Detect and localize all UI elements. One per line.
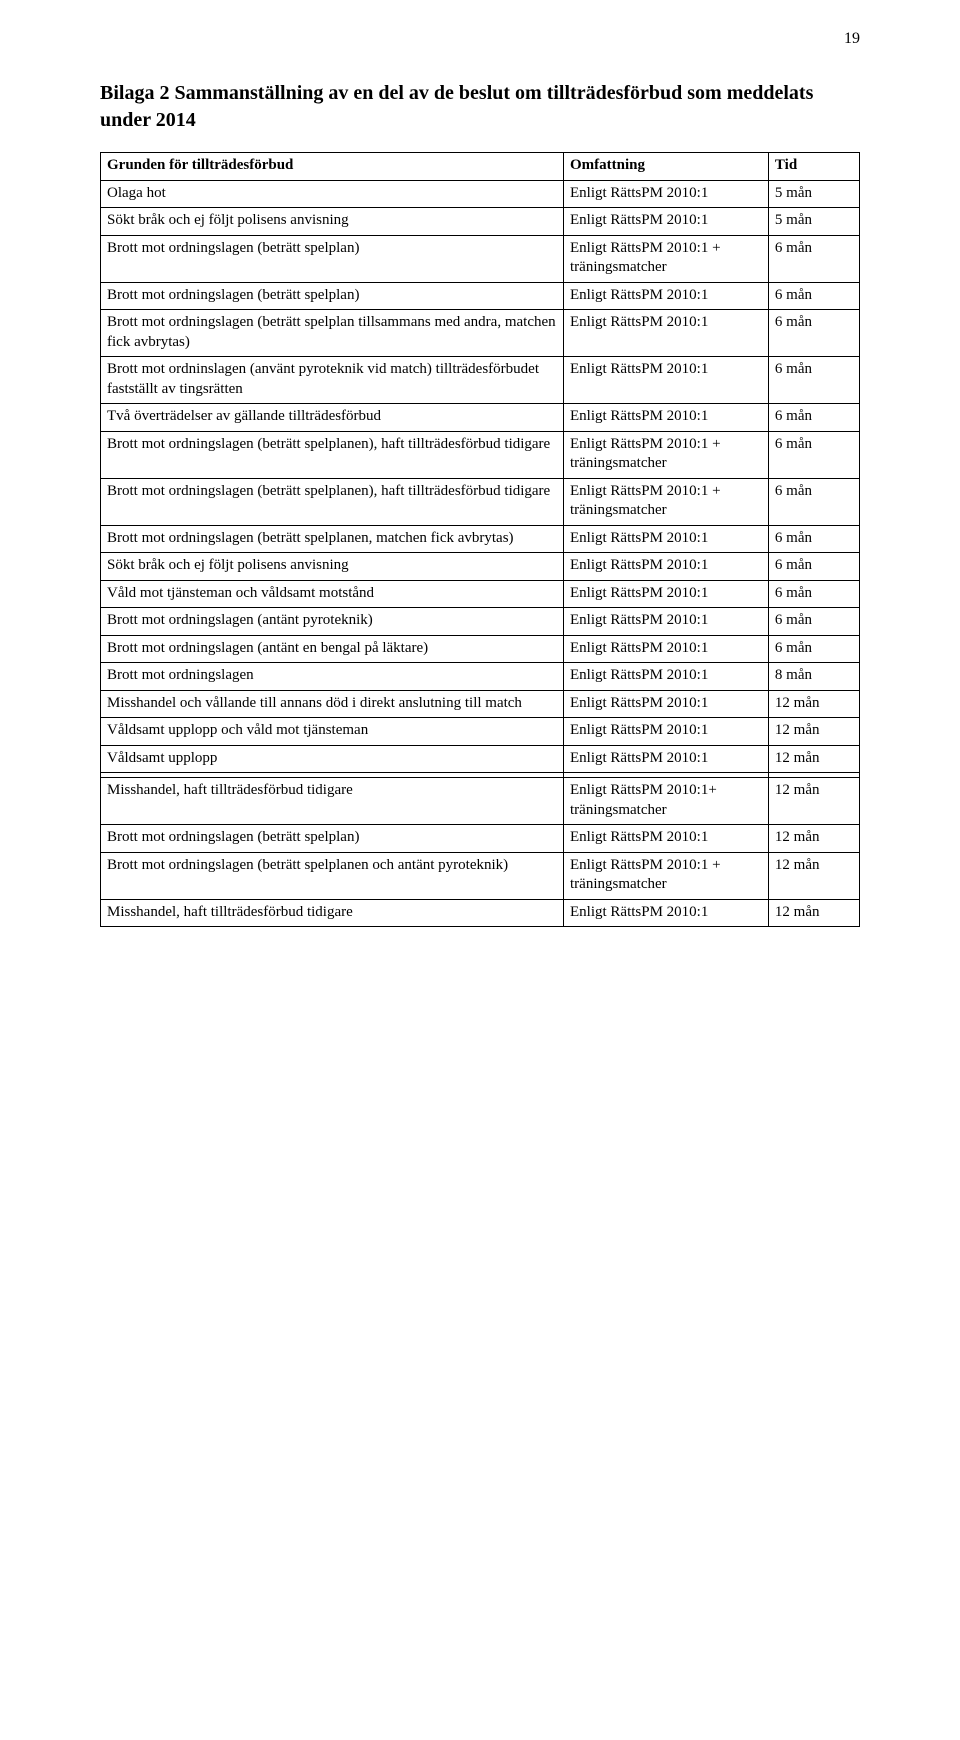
table-cell: 6 mån [768,525,859,553]
table-body-1: Olaga hotEnligt RättsPM 2010:15 månSökt … [101,180,860,773]
table-row: Två överträdelser av gällande tillträdes… [101,404,860,432]
table-cell: 6 mån [768,431,859,478]
table-cell: Sökt bråk och ej följt polisens anvisnin… [101,208,564,236]
table-cell: Våld mot tjänsteman och våldsamt motstån… [101,580,564,608]
table-cell: 6 mån [768,608,859,636]
table-cell: 8 mån [768,663,859,691]
table-cell: 6 mån [768,357,859,404]
col-tid: Tid [768,153,859,181]
table-row: Brott mot ordningslagen (beträtt spelpla… [101,852,860,899]
table-cell: Brott mot ordningslagen (beträtt spelpla… [101,282,564,310]
table-cell: Enligt RättsPM 2010:1 [564,282,769,310]
table-cell: Enligt RättsPM 2010:1 [564,608,769,636]
table-cell: Våldsamt upplopp [101,745,564,773]
table-row: Sökt bråk och ej följt polisens anvisnin… [101,208,860,236]
table-row: Brott mot ordningslagen (beträtt spelpla… [101,825,860,853]
page: 19 Bilaga 2 Sammanställning av en del av… [0,0,960,987]
table-row: Brott mot ordningslagen (beträtt spelpla… [101,431,860,478]
table-cell: Brott mot ordningslagen (beträtt spelpla… [101,310,564,357]
table-row: Brott mot ordningslagen (beträtt spelpla… [101,525,860,553]
table-row: Brott mot ordningslagen (beträtt spelpla… [101,310,860,357]
col-grunden: Grunden för tillträdesförbud [101,153,564,181]
table-row: Brott mot ordningslagen (antänt pyrotekn… [101,608,860,636]
table-cell: Enligt RättsPM 2010:1 + träningsmatcher [564,235,769,282]
table-cell: Olaga hot [101,180,564,208]
table-cell: Brott mot ordningslagen (beträtt spelpla… [101,852,564,899]
table-cell: 12 mån [768,778,859,825]
table-cell: 6 mån [768,310,859,357]
table-cell: Enligt RättsPM 2010:1 + träningsmatcher [564,852,769,899]
table-cell: Brott mot ordningslagen [101,663,564,691]
table-cell: 6 mån [768,235,859,282]
table-cell: Enligt RättsPM 2010:1 [564,525,769,553]
table-cell: Våldsamt upplopp och våld mot tjänsteman [101,718,564,746]
table-cell: Enligt RättsPM 2010:1 [564,825,769,853]
table-cell: Enligt RättsPM 2010:1 + träningsmatcher [564,478,769,525]
table-cell: 12 mån [768,825,859,853]
page-number: 19 [844,30,860,48]
table-cell: Misshandel, haft tillträdesförbud tidiga… [101,778,564,825]
table-cell: Enligt RättsPM 2010:1 [564,718,769,746]
table-cell: 6 mån [768,282,859,310]
table-cell: Enligt RättsPM 2010:1 [564,663,769,691]
table-cell: 6 mån [768,635,859,663]
table-cell: 12 mån [768,718,859,746]
table-row: Brott mot ordningslagenEnligt RättsPM 20… [101,663,860,691]
table-cell: Sökt bråk och ej följt polisens anvisnin… [101,553,564,581]
table-cell: Brott mot ordningslagen (beträtt spelpla… [101,235,564,282]
table-cell: Enligt RättsPM 2010:1 [564,357,769,404]
page-title: Bilaga 2 Sammanställning av en del av de… [100,80,860,134]
table-cell: 6 mån [768,580,859,608]
table-cell: 12 mån [768,852,859,899]
table-cell: Enligt RättsPM 2010:1 + träningsmatcher [564,431,769,478]
table-row: Misshandel och vållande till annans död … [101,690,860,718]
table-cell: 6 mån [768,553,859,581]
table-cell: Enligt RättsPM 2010:1 [564,310,769,357]
decisions-table: Grunden för tillträdesförbud Omfattning … [100,152,860,927]
table-row: Brott mot ordningslagen (beträtt spelpla… [101,478,860,525]
table-row: Våldsamt upploppEnligt RättsPM 2010:112 … [101,745,860,773]
table-row: Våldsamt upplopp och våld mot tjänsteman… [101,718,860,746]
table-row: Misshandel, haft tillträdesförbud tidiga… [101,899,860,927]
table-row: Sökt bråk och ej följt polisens anvisnin… [101,553,860,581]
table-cell: Misshandel och vållande till annans död … [101,690,564,718]
table-body-2: Misshandel, haft tillträdesförbud tidiga… [101,778,860,927]
table-cell: Enligt RättsPM 2010:1 [564,745,769,773]
table-cell: 5 mån [768,208,859,236]
table-cell: Enligt RättsPM 2010:1 [564,208,769,236]
table-cell: Enligt RättsPM 2010:1 [564,180,769,208]
table-cell: 6 mån [768,404,859,432]
table-row: Olaga hotEnligt RättsPM 2010:15 mån [101,180,860,208]
table-row: Misshandel, haft tillträdesförbud tidiga… [101,778,860,825]
table-row: Våld mot tjänsteman och våldsamt motstån… [101,580,860,608]
table-header-row: Grunden för tillträdesförbud Omfattning … [101,153,860,181]
col-omfattning: Omfattning [564,153,769,181]
table-cell: Brott mot ordningslagen (beträtt spelpla… [101,431,564,478]
table-cell: Brott mot ordningslagen (beträtt spelpla… [101,525,564,553]
table-cell: 12 mån [768,690,859,718]
table-cell: Enligt RättsPM 2010:1 [564,635,769,663]
table-cell: Brott mot ordningslagen (beträtt spelpla… [101,825,564,853]
table-cell: Misshandel, haft tillträdesförbud tidiga… [101,899,564,927]
table-cell: 12 mån [768,899,859,927]
table-row: Brott mot ordningslagen (antänt en benga… [101,635,860,663]
table-cell: Brott mot ordningslagen (beträtt spelpla… [101,478,564,525]
table-cell: Brott mot ordningslagen (antänt en benga… [101,635,564,663]
table-cell: Enligt RättsPM 2010:1 [564,553,769,581]
table-cell: Två överträdelser av gällande tillträdes… [101,404,564,432]
table-cell: Brott mot ordninslagen (använt pyrotekni… [101,357,564,404]
table-cell: Enligt RättsPM 2010:1 [564,580,769,608]
table-row: Brott mot ordningslagen (beträtt spelpla… [101,235,860,282]
table-cell: 5 mån [768,180,859,208]
table-cell: Enligt RättsPM 2010:1 [564,690,769,718]
table-cell: 6 mån [768,478,859,525]
table-cell: 12 mån [768,745,859,773]
table-cell: Brott mot ordningslagen (antänt pyrotekn… [101,608,564,636]
table-row: Brott mot ordninslagen (använt pyrotekni… [101,357,860,404]
table-row: Brott mot ordningslagen (beträtt spelpla… [101,282,860,310]
table-cell: Enligt RättsPM 2010:1 [564,404,769,432]
table-cell: Enligt RättsPM 2010:1 [564,899,769,927]
table-cell: Enligt RättsPM 2010:1+ träningsmatcher [564,778,769,825]
